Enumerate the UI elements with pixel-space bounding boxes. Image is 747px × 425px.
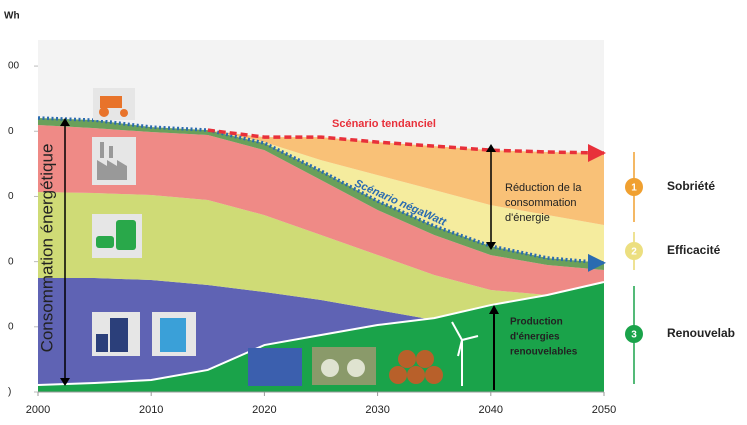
unit-label: Wh: [4, 11, 20, 22]
x-tick-label: 2040: [479, 404, 503, 416]
area-band: [38, 192, 604, 340]
wind-turbine: [451, 321, 479, 386]
x-tick-label: 2010: [139, 404, 163, 416]
legend-badge-label: 1: [631, 183, 637, 194]
legend-badge-label: 3: [631, 330, 637, 341]
x-tick-label: 2000: [26, 404, 50, 416]
arrow-head: [489, 305, 499, 314]
scenario-arrow: [588, 253, 606, 272]
annotation: Production: [510, 317, 563, 328]
legend-badge: [625, 242, 643, 260]
photo-biogas-dome: [321, 359, 339, 377]
icon-building-shape: [160, 318, 186, 352]
scenario-line: [207, 128, 605, 155]
icon-car: [96, 236, 114, 248]
x-tick-label: 2020: [252, 404, 276, 416]
y-tick-label: ): [8, 387, 11, 398]
scenario-arrow: [588, 144, 606, 163]
icon-tractor-wheel: [120, 109, 128, 117]
photo-wood: [389, 350, 443, 384]
icon-radiator: [96, 334, 108, 352]
y-tick-label: 0: [8, 126, 14, 137]
annotation: d'énergies: [510, 332, 560, 343]
icon-building-shape: [110, 318, 128, 352]
legend-label: Renouvelab: [667, 326, 735, 340]
icons: [92, 88, 479, 386]
legend-badge-label: 2: [631, 247, 637, 258]
y-tick-label: 0: [8, 321, 14, 332]
icon-tractor-wheel: [99, 107, 109, 117]
x-tick-label: 2030: [365, 404, 389, 416]
annotation: Réduction de la: [505, 182, 582, 194]
y-tick-label: 00: [8, 61, 20, 72]
legend-badge: [625, 325, 643, 343]
area-overlay-edge: [37, 280, 605, 386]
photo-biogas-dome: [347, 359, 365, 377]
x-tick-label: 2050: [592, 404, 616, 416]
annotation: Scénario tendanciel: [332, 118, 436, 130]
legend-label: Efficacité: [667, 243, 721, 257]
photo-solar: [248, 348, 302, 386]
area-band: [207, 130, 605, 225]
scenario-line: [37, 116, 605, 265]
annotation: d'énergie: [505, 212, 550, 224]
y-axis-label: Consommation énergétique: [37, 144, 56, 353]
annotation: consommation: [505, 197, 577, 209]
legend-badge: [625, 178, 643, 196]
icon-tractor-body: [100, 96, 122, 108]
y-tick-label: 0: [8, 256, 14, 267]
icon-factory-shape: [97, 142, 127, 180]
legend: 2 Efficacité 1 Sobriété 3 Renouvelab: [625, 152, 735, 384]
legend-label: Sobriété: [667, 179, 715, 193]
annotation: renouvelables: [510, 347, 578, 358]
area-band: [38, 125, 604, 300]
y-tick-label: 0: [8, 191, 14, 202]
icon-bus: [116, 220, 136, 250]
